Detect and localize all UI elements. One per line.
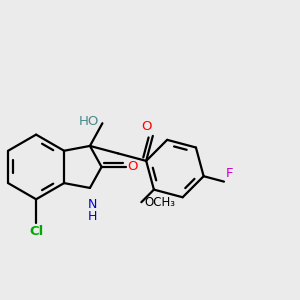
Text: N
H: N H — [88, 198, 97, 223]
Text: Cl: Cl — [29, 225, 43, 238]
Text: OCH₃: OCH₃ — [144, 196, 175, 209]
Text: O: O — [128, 160, 138, 173]
Text: O: O — [141, 120, 151, 134]
Text: HO: HO — [79, 115, 99, 128]
Text: F: F — [226, 167, 233, 180]
